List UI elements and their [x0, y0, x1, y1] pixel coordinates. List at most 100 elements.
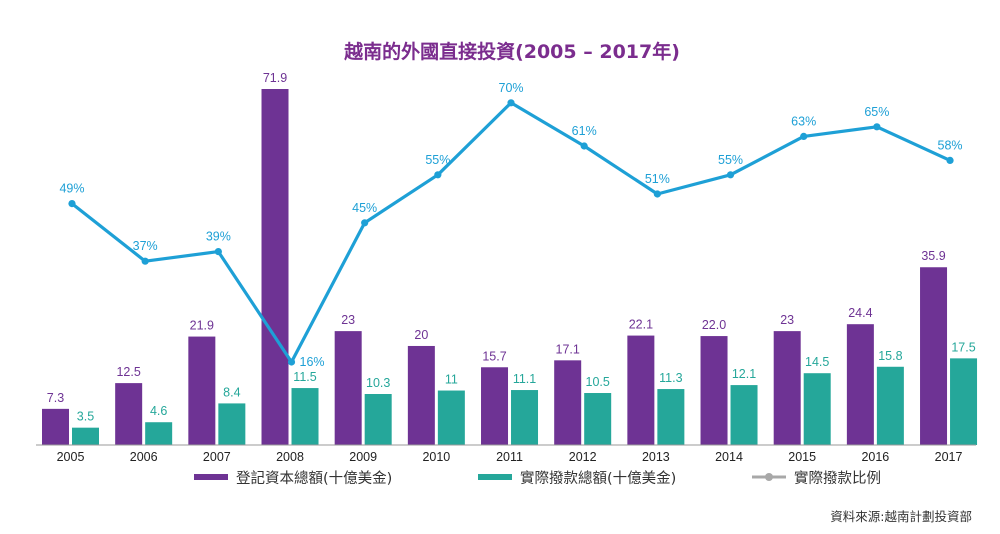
label-disbursed-2016: 15.8 — [878, 349, 902, 363]
chart-title: 越南的外國直接投資(2005 – 2017年) — [343, 40, 680, 63]
ratio-label-2005: 49% — [59, 182, 84, 196]
registered-capital-bars — [42, 89, 948, 445]
ratio-label-2017: 58% — [938, 138, 963, 152]
label-registered-2008: 71.9 — [263, 71, 287, 85]
bar-registered-2017 — [920, 267, 948, 445]
label-disbursed-2009: 10.3 — [366, 376, 390, 390]
bar-registered-2011 — [481, 367, 509, 445]
x-tick-2012: 2012 — [569, 450, 597, 464]
ratio-point-2008 — [287, 358, 296, 366]
legend-label-disbursed: 實際撥款總額(十億美金) — [520, 469, 676, 487]
bar-disbursed-2017 — [950, 358, 978, 445]
bar-disbursed-2011 — [511, 390, 539, 445]
x-tick-labels: 2005 2006 2007 2008 2009 2010 2011 2012 2013 2014… — [57, 450, 963, 464]
bar-value-labels: 7.3 3.5 12.5 4.6 21.9 8.4 71.9 11.5 23 10.3 20 11 15… — [47, 71, 976, 424]
ratio-point-2006 — [141, 257, 149, 265]
label-disbursed-2007: 8.4 — [223, 385, 240, 399]
legend-item-disbursed: 實際撥款總額(十億美金) — [478, 469, 676, 487]
label-registered-2010: 20 — [414, 328, 428, 342]
ratio-point-2016 — [873, 123, 881, 131]
label-disbursed-2014: 12.1 — [732, 367, 756, 381]
x-tick-2013: 2013 — [642, 450, 670, 464]
label-disbursed-2013: 11.3 — [659, 371, 682, 385]
bar-disbursed-2012 — [584, 393, 612, 445]
label-disbursed-2015: 14.5 — [805, 355, 829, 369]
label-disbursed-2008: 11.5 — [293, 370, 316, 384]
bar-registered-2012 — [554, 360, 582, 445]
bar-registered-2008 — [261, 89, 289, 445]
label-disbursed-2010: 11 — [445, 373, 458, 387]
ratio-label-2007: 39% — [206, 230, 231, 244]
disbursed-capital-bars — [72, 358, 978, 445]
bar-registered-2007 — [188, 336, 216, 445]
label-registered-2005: 7.3 — [47, 391, 64, 405]
bar-registered-2010 — [407, 345, 435, 445]
bar-disbursed-2008 — [291, 388, 319, 445]
bar-disbursed-2013 — [657, 389, 685, 445]
label-registered-2016: 24.4 — [848, 306, 872, 320]
bar-registered-2009 — [334, 331, 362, 445]
label-disbursed-2006: 4.6 — [150, 404, 167, 418]
label-disbursed-2011: 11.1 — [513, 372, 536, 386]
bar-disbursed-2014 — [730, 385, 758, 445]
legend: 登記資本總額(十億美金) 實際撥款總額(十億美金) 實際撥款比例 — [194, 469, 881, 487]
label-registered-2007: 21.9 — [190, 319, 214, 333]
ratio-point-2015 — [800, 132, 808, 140]
bar-registered-2006 — [115, 383, 143, 445]
ratio-point-2011 — [507, 99, 515, 107]
legend-swatch-disbursed — [478, 474, 512, 480]
source-note: 資料來源:越南計劃投資部 — [830, 509, 972, 524]
bar-disbursed-2006 — [145, 422, 173, 445]
ratio-label-2016: 65% — [864, 105, 889, 119]
bar-disbursed-2016 — [876, 366, 904, 445]
legend-marker-ratio — [765, 473, 773, 481]
x-tick-2017: 2017 — [935, 450, 963, 464]
legend-swatch-registered — [194, 474, 228, 480]
x-tick-2011: 2011 — [496, 450, 523, 464]
ratio-label-2008: 16% — [300, 355, 325, 369]
label-registered-2013: 22.1 — [629, 318, 653, 332]
bar-registered-2016 — [846, 324, 874, 445]
x-tick-2008: 2008 — [276, 450, 304, 464]
legend-label-ratio: 實際撥款比例 — [794, 469, 881, 487]
bar-registered-2013 — [627, 335, 655, 445]
bar-registered-2015 — [773, 331, 801, 445]
x-tick-2014: 2014 — [715, 450, 743, 464]
label-registered-2017: 35.9 — [921, 249, 945, 263]
ratio-label-2012: 61% — [572, 124, 597, 138]
label-registered-2015: 23 — [780, 313, 794, 327]
x-tick-2005: 2005 — [57, 450, 85, 464]
ratio-point-2009 — [361, 219, 369, 227]
label-registered-2006: 12.5 — [116, 365, 140, 379]
legend-item-registered: 登記資本總額(十億美金) — [194, 469, 392, 487]
label-disbursed-2005: 3.5 — [77, 410, 94, 424]
bar-disbursed-2010 — [437, 390, 465, 445]
ratio-point-2014 — [726, 171, 735, 179]
x-tick-2015: 2015 — [788, 450, 816, 464]
disbursement-ratio-line: 49% 37% 39% 16% 45% 55% 70% 61% 51% 55% 63% 65% 58% — [59, 81, 962, 369]
label-disbursed-2012: 10.5 — [586, 375, 610, 389]
x-tick-2007: 2007 — [203, 450, 231, 464]
ratio-point-2007 — [214, 248, 222, 256]
label-registered-2009: 23 — [341, 313, 355, 327]
ratio-point-2010 — [434, 171, 442, 179]
legend-label-registered: 登記資本總額(十億美金) — [236, 469, 392, 487]
ratio-label-2013: 51% — [645, 172, 670, 186]
ratio-point-2013 — [653, 190, 661, 198]
label-registered-2012: 17.1 — [556, 342, 580, 356]
x-tick-2006: 2006 — [130, 450, 158, 464]
bar-disbursed-2005 — [72, 427, 99, 445]
ratio-label-2010: 55% — [425, 153, 450, 167]
label-registered-2011: 15.7 — [482, 349, 506, 363]
bar-registered-2005 — [42, 408, 69, 445]
ratio-point-2017 — [946, 156, 954, 164]
label-disbursed-2017: 17.5 — [951, 340, 975, 354]
ratio-point-2005 — [68, 200, 76, 208]
ratio-label-2006: 37% — [133, 239, 158, 253]
bar-disbursed-2009 — [364, 394, 392, 445]
bar-registered-2014 — [700, 336, 728, 445]
label-registered-2014: 22.0 — [702, 318, 726, 332]
ratio-label-2014: 55% — [718, 153, 743, 167]
ratio-point-2012 — [580, 142, 588, 150]
